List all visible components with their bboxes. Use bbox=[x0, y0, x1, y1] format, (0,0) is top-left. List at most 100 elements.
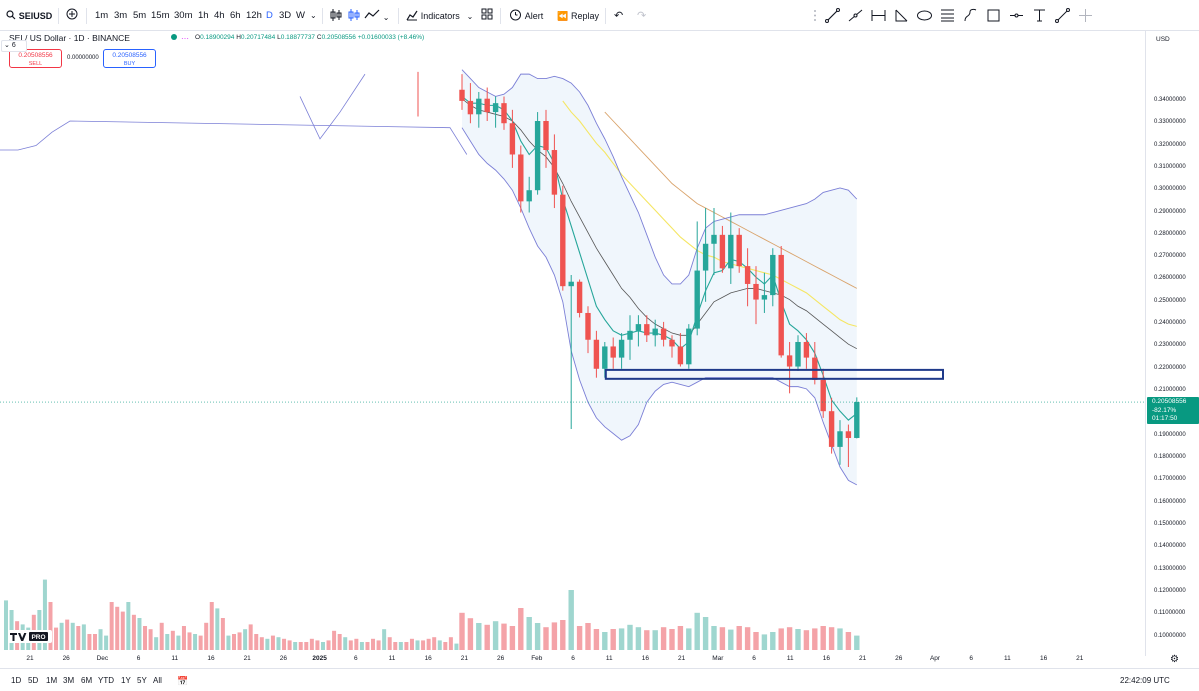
rectangle-icon[interactable] bbox=[985, 7, 1002, 24]
buy-button[interactable]: 0.20508556 BUY bbox=[103, 49, 156, 68]
timeframe-15m[interactable]: 15m bbox=[151, 10, 170, 21]
alert-icon bbox=[510, 9, 521, 21]
volume-bar bbox=[786, 627, 793, 650]
range-6M[interactable]: 6M bbox=[81, 676, 93, 685]
time-tick-label: Dec bbox=[96, 655, 109, 662]
drag-handle-icon[interactable] bbox=[810, 7, 827, 24]
range-1D[interactable]: 1D bbox=[11, 676, 22, 685]
candle-body bbox=[854, 402, 860, 438]
crosshair-icon[interactable] bbox=[1077, 7, 1094, 24]
alert-button[interactable]: Alert bbox=[509, 8, 543, 24]
volume-bar bbox=[501, 623, 507, 650]
volume-bar bbox=[70, 622, 75, 650]
horizontal-ray-icon[interactable] bbox=[870, 7, 887, 24]
time-tick-label: Mar bbox=[712, 655, 724, 662]
divider bbox=[322, 8, 323, 24]
timeframe-12h[interactable]: 12h bbox=[246, 10, 262, 21]
text-icon[interactable] bbox=[1031, 7, 1048, 24]
low-value: 0.18877737 bbox=[280, 34, 316, 41]
range-5Y[interactable]: 5Y bbox=[137, 676, 147, 685]
change-value: +0.01600033 (+8.46%) bbox=[357, 34, 425, 41]
symbol-search[interactable]: SEIUSD bbox=[6, 8, 52, 24]
timeframe-1h[interactable]: 1h bbox=[198, 10, 209, 21]
volume-bar bbox=[728, 629, 734, 650]
indicators-button[interactable]: Indicators ⌄ bbox=[406, 8, 473, 24]
indicators-collapse-toggle[interactable]: ⌄ 6 bbox=[1, 40, 27, 52]
volume-bar bbox=[270, 635, 275, 650]
candle-body bbox=[761, 295, 768, 300]
time-axis[interactable]: 21 26 Dec 6 11 16 21 26 2025 6 11 16 21 26 Feb 6 11 16 21 M… bbox=[0, 653, 1145, 667]
redo-button[interactable]: ↷ bbox=[637, 8, 646, 24]
volume-bar bbox=[209, 602, 214, 650]
timeframe-6h[interactable]: 6h bbox=[230, 10, 241, 21]
price-axis[interactable]: USD 0.34000000 0.33000000 0.32000000 0.3100… bbox=[1145, 31, 1199, 656]
time-tick-label: 11 bbox=[1004, 655, 1011, 662]
horizontal-line-icon[interactable] bbox=[1008, 7, 1025, 24]
settings-icon[interactable]: ⚙ bbox=[1170, 654, 1179, 665]
volume-bar bbox=[215, 608, 220, 650]
bar-style-button[interactable] bbox=[330, 8, 342, 24]
timeframe-30m[interactable]: 30m bbox=[174, 10, 193, 21]
bollinger-band-fill bbox=[462, 69, 857, 485]
bollinger-upper-line bbox=[461, 69, 858, 285]
volume-bar bbox=[492, 621, 499, 650]
timeframe-4h[interactable]: 4h bbox=[214, 10, 225, 21]
time-tick-label: 16 bbox=[641, 655, 650, 662]
undo-icon: ↶ bbox=[614, 10, 624, 22]
volume-bar bbox=[371, 638, 376, 650]
volume-bar bbox=[59, 622, 64, 650]
volume-bar bbox=[761, 634, 768, 650]
timeframe-3m[interactable]: 3m bbox=[114, 10, 128, 21]
range-1Y[interactable]: 1Y bbox=[121, 676, 131, 685]
shape-icon[interactable] bbox=[916, 7, 933, 24]
timeframe-D[interactable]: D bbox=[266, 10, 273, 21]
range-All[interactable]: All bbox=[153, 676, 162, 685]
trend-line-icon[interactable] bbox=[824, 7, 841, 24]
candle-style-button[interactable] bbox=[348, 8, 360, 24]
ray-icon[interactable] bbox=[847, 7, 864, 24]
candle-body bbox=[492, 103, 499, 113]
candle-body bbox=[744, 266, 751, 284]
volume-bar bbox=[854, 635, 860, 650]
timeframe-dropdown-chevron-icon[interactable]: ⌄ bbox=[310, 11, 317, 20]
last-price: 0.20508556 bbox=[1152, 398, 1187, 406]
timeframe-W[interactable]: W bbox=[296, 10, 305, 21]
range-YTD[interactable]: YTD bbox=[98, 676, 114, 685]
timeframe-3D[interactable]: 3D bbox=[279, 10, 292, 21]
candle-body bbox=[618, 339, 625, 358]
undo-button[interactable]: ↶ bbox=[614, 8, 623, 24]
legend-dots[interactable] bbox=[171, 34, 177, 40]
time-tick-label: 11 bbox=[388, 655, 396, 662]
angle-icon[interactable] bbox=[893, 7, 910, 24]
timeframe-1m[interactable]: 1m bbox=[95, 10, 109, 21]
candle-body bbox=[828, 411, 835, 447]
range-1M[interactable]: 1M bbox=[46, 676, 58, 685]
legend-more-icon[interactable]: ⋯ bbox=[181, 34, 189, 43]
date-range-icon[interactable]: 📅 bbox=[177, 676, 189, 686]
bollinger-mid-line bbox=[461, 98, 857, 350]
time-tick-label: 2025 bbox=[312, 655, 327, 662]
layout-button[interactable] bbox=[481, 8, 493, 24]
brush-icon[interactable] bbox=[962, 7, 979, 24]
measure-icon[interactable] bbox=[1054, 7, 1071, 24]
volume-bars bbox=[4, 579, 860, 650]
range-5D[interactable]: 5D bbox=[28, 676, 39, 685]
sell-button[interactable]: 0.20508556 SELL bbox=[9, 49, 62, 68]
clock[interactable]: 22:42:09 UTC bbox=[1120, 676, 1170, 685]
time-tick-label: 21 bbox=[243, 655, 251, 662]
time-tick-label: 6 bbox=[571, 655, 575, 662]
range-3M[interactable]: 3M bbox=[63, 676, 75, 685]
candle-body bbox=[467, 100, 474, 115]
fib-icon[interactable] bbox=[939, 7, 956, 24]
volume-bar bbox=[87, 634, 92, 650]
close-key: C bbox=[316, 34, 322, 41]
price-chart[interactable] bbox=[0, 31, 1145, 653]
timeframe-5m[interactable]: 5m bbox=[133, 10, 147, 21]
volume-bar bbox=[432, 637, 437, 650]
add-symbol-button[interactable] bbox=[66, 8, 78, 24]
candle-body bbox=[593, 339, 600, 369]
chart-type-button[interactable]: ⌄ bbox=[364, 8, 389, 24]
candle-body bbox=[803, 341, 810, 358]
candle-body bbox=[509, 123, 516, 155]
replay-button[interactable]: ⏪ Replay bbox=[557, 8, 599, 24]
